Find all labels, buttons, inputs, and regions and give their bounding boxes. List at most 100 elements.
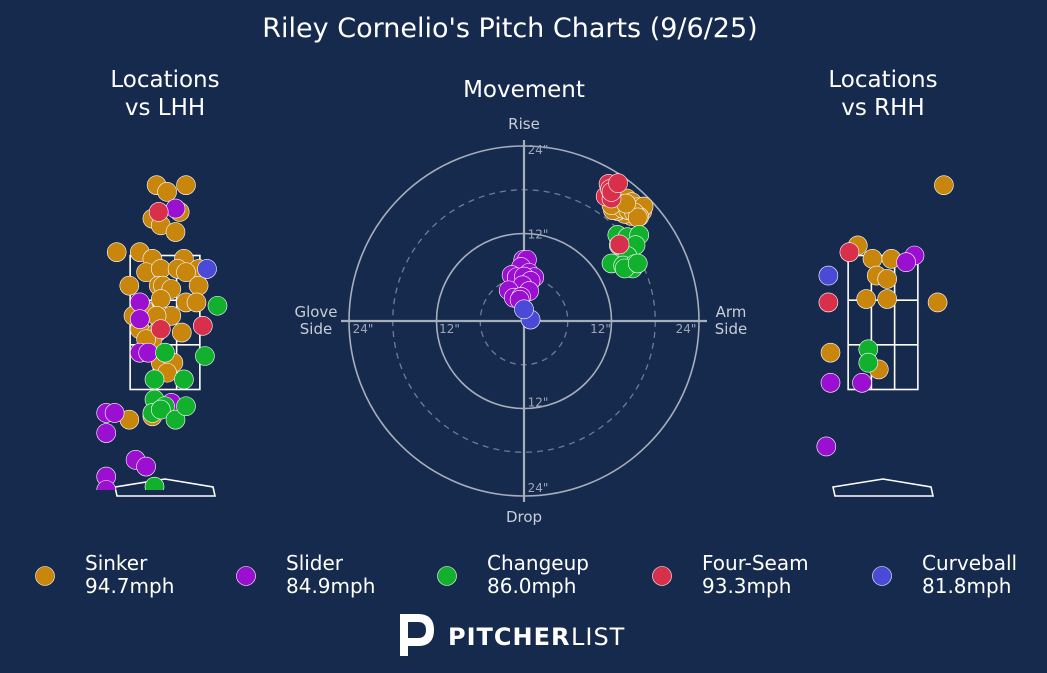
lhh-point-four-seam (193, 316, 213, 336)
lhh-point-sinker (151, 259, 171, 279)
legend-pitch-name: Slider (286, 551, 344, 575)
legend-pitch-speed: 93.3mph (702, 574, 791, 598)
movement-axis-arm-side: Arm Side (715, 303, 747, 338)
legend-marker-changeup (437, 566, 457, 586)
rhh-points (816, 175, 954, 457)
movement-ring-label: 24" (528, 143, 549, 157)
legend-pitch-name: Sinker (85, 551, 148, 575)
lhh-point-slider (104, 403, 125, 423)
lhh-point-changeup (144, 476, 165, 490)
locations-vs-rhh-panel: Locations vs RHH (816, 67, 954, 497)
lhh-title-line: vs LHH (125, 95, 205, 121)
lhh-point-sinker (157, 182, 177, 202)
legend-marker-curveball (872, 566, 892, 586)
rhh-point-slider (816, 436, 837, 457)
rhh-point-slider (852, 372, 872, 393)
chart-title: Riley Cornelio's Pitch Charts (9/6/25) (262, 13, 757, 44)
legend-pitch-speed: 86.0mph (487, 574, 576, 598)
lhh-points (96, 175, 228, 490)
rhh-point-sinker (862, 249, 883, 269)
lhh-point-sinker (165, 222, 186, 242)
brand-name-bold: PITCHER (448, 623, 570, 651)
rhh-point-sinker (877, 289, 898, 309)
lhh-point-slider (96, 480, 116, 490)
movement-ring-label: 24" (353, 322, 374, 336)
rhh-home-plate (832, 478, 934, 497)
movement-axis-rise: Rise (508, 115, 540, 133)
lhh-point-slider (136, 456, 156, 477)
lhh-point-slider (138, 342, 158, 363)
movement-axis-glove-side-line: Side (300, 320, 332, 338)
lhh-point-sinker (176, 175, 196, 195)
rhh-point-sinker (877, 269, 898, 289)
legend-pitch-name: Changeup (487, 551, 589, 575)
movement-axis-glove-side-line: Glove (294, 303, 337, 321)
rhh-point-sinker (934, 175, 954, 195)
lhh-point-changeup (207, 295, 228, 316)
legend-pitch-name: Four-Seam (702, 551, 809, 575)
rhh-point-four-seam (839, 242, 860, 262)
lhh-point-changeup (176, 396, 196, 417)
rhh-point-sinker (927, 292, 948, 313)
lhh-point-four-seam (148, 202, 169, 222)
lhh-title: Locations vs LHH (110, 67, 219, 121)
lhh-point-slider (96, 423, 116, 443)
lhh-home-plate (114, 478, 216, 497)
rhh-point-sinker (820, 342, 841, 363)
movement-point-four-seam (609, 234, 630, 255)
movement-ring-label: 12" (590, 322, 611, 336)
brand-name-light: LIST (571, 623, 625, 651)
lhh-point-sinker (186, 292, 207, 313)
lhh-point-changeup (144, 369, 165, 390)
pitcherlist-logo-icon (400, 614, 434, 656)
movement-axis-glove-side: Glove Side (294, 303, 337, 338)
movement-axis-arm-side-line: Arm (716, 303, 747, 321)
legend-pitch-speed: 81.8mph (922, 574, 1011, 598)
lhh-point-four-seam (151, 319, 171, 340)
legend-marker-sinker (35, 566, 55, 586)
rhh-point-changeup (858, 352, 879, 373)
legend-marker-slider (236, 566, 256, 586)
lhh-point-sinker (176, 262, 196, 283)
movement-axis-arm-side-line: Side (715, 320, 747, 338)
lhh-point-slider (130, 309, 150, 329)
lhh-point-sinker (151, 289, 171, 309)
movement-title-line: Movement (463, 77, 585, 103)
lhh-point-sinker (172, 322, 192, 343)
lhh-point-changeup (165, 409, 186, 430)
movement-panel: Movement 12" 24" 12" 24" 12" 24" 12" 24" Rise Drop… (294, 77, 747, 526)
movement-ring-label: 24" (528, 481, 549, 495)
lhh-point-slider (165, 198, 186, 219)
lhh-point-changeup (195, 346, 215, 366)
movement-ring-label: 12" (439, 322, 460, 336)
movement-title: Movement (463, 77, 585, 103)
lhh-point-curveball (197, 259, 217, 279)
rhh-point-sinker (856, 289, 877, 309)
movement-point-four-seam (608, 173, 628, 193)
movement-ring-label: 24" (676, 322, 697, 336)
lhh-point-sinker (119, 275, 140, 296)
pitcherlist-logo: PITCHER LIST (400, 614, 625, 656)
rhh-point-curveball (818, 265, 839, 286)
rhh-title-line: Locations (828, 67, 937, 93)
lhh-point-changeup (155, 342, 175, 363)
movement-axis-drop: Drop (506, 508, 542, 526)
rhh-title-line: vs RHH (841, 95, 924, 121)
movement-ring-label: 12" (528, 396, 549, 410)
lhh-point-changeup (151, 399, 171, 420)
legend-pitch-name: Curveball (922, 551, 1017, 575)
rhh-point-slider (820, 372, 841, 393)
movement-point-changeup (627, 253, 648, 274)
legend-pitch-speed: 94.7mph (85, 574, 174, 598)
lhh-point-slider (130, 292, 150, 313)
legend-marker-four-seam (652, 566, 672, 586)
rhh-point-four-seam (818, 292, 839, 313)
lhh-point-changeup (174, 369, 194, 390)
